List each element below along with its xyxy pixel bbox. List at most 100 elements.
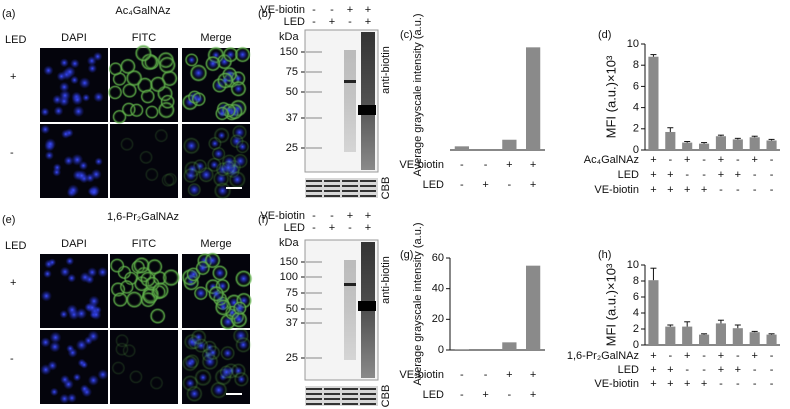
condition-label: Ac₄GalNAz	[584, 154, 639, 166]
condition-sign: -	[460, 159, 464, 171]
panel-label: (g)	[400, 249, 413, 261]
y-tick-label: 6	[633, 291, 639, 303]
condition-sign: +	[684, 154, 690, 166]
cbb-band	[342, 190, 358, 192]
column-header: FITC	[132, 32, 156, 44]
condition-sign: +	[347, 210, 353, 222]
cbb-band	[360, 388, 376, 390]
bar	[526, 47, 541, 151]
cbb-band	[306, 388, 322, 390]
ladder-band	[306, 322, 322, 324]
condition-sign: +	[751, 154, 757, 166]
membrane	[190, 329, 207, 346]
membrane	[211, 146, 226, 162]
ladder-band	[306, 261, 322, 263]
ladder-band	[306, 292, 322, 294]
condition-sign: +	[735, 364, 741, 376]
condition-sign: +	[684, 378, 690, 390]
cbb-strip	[305, 178, 378, 198]
membrane	[162, 268, 181, 287]
cbb-band	[342, 185, 358, 187]
membrane	[108, 61, 123, 77]
membrane	[220, 160, 236, 175]
condition-sign: +	[365, 222, 371, 234]
membrane	[235, 139, 250, 154]
cbb-band	[324, 388, 340, 390]
bar	[715, 136, 726, 150]
band	[358, 105, 376, 115]
cbb-band	[342, 388, 358, 390]
nucleus	[72, 105, 85, 118]
nucleus	[63, 65, 76, 78]
membrane	[219, 364, 234, 380]
condition-sign: -	[668, 350, 672, 362]
condition-sign: -	[753, 364, 757, 376]
condition-label: VE-biotin	[594, 378, 639, 390]
condition-sign: -	[770, 350, 774, 362]
condition-sign: -	[484, 369, 488, 381]
nucleus	[71, 93, 84, 106]
condition-sign: +	[718, 350, 724, 362]
bar	[526, 265, 541, 350]
condition-label: 1,6-Pr₂GalNAz	[567, 350, 639, 362]
smear	[344, 260, 356, 360]
condition-label: VE-biotin	[399, 159, 444, 171]
nucleus	[92, 51, 103, 62]
cbb-band	[360, 403, 376, 405]
nucleus	[49, 341, 61, 353]
cbb-band	[306, 393, 322, 395]
condition-sign: +	[506, 369, 512, 381]
ladder-band	[306, 91, 322, 93]
panel-label: (e)	[2, 214, 15, 226]
membrane	[149, 376, 164, 391]
membrane	[191, 91, 207, 107]
cbb-band	[306, 190, 322, 192]
membrane	[161, 173, 176, 188]
nucleus	[59, 58, 69, 68]
panel-title: Ac₄GalNAz	[115, 5, 170, 17]
y-tick-label: 8	[633, 275, 639, 287]
y-tick-label: 4	[633, 307, 639, 319]
membrane	[207, 285, 225, 303]
condition-sign: +	[684, 184, 690, 196]
membrane	[120, 137, 135, 152]
condition-sign: -	[460, 179, 464, 191]
row-sign: -	[10, 147, 14, 159]
condition-sign: +	[718, 169, 724, 181]
nucleus	[87, 63, 98, 74]
bar	[682, 326, 693, 345]
nucleus	[78, 77, 91, 89]
smear	[344, 50, 356, 152]
membrane	[193, 285, 209, 301]
membrane	[119, 58, 137, 75]
nucleus	[60, 374, 70, 385]
ladder-band	[306, 117, 322, 119]
membrane	[211, 264, 229, 282]
membrane	[187, 182, 202, 197]
condition-sign: +	[329, 222, 335, 234]
condition-sign: -	[770, 364, 774, 376]
nucleus	[81, 93, 91, 102]
condition-label: LED	[423, 179, 444, 191]
marker-label: 25	[286, 352, 298, 364]
condition-sign: +	[667, 169, 673, 181]
column-header: Merge	[200, 238, 231, 250]
row-sign: +	[10, 71, 16, 83]
membrane	[144, 104, 159, 120]
bar	[648, 280, 659, 345]
unit-label: kDa	[279, 31, 299, 43]
bar	[502, 139, 517, 150]
membrane	[111, 361, 126, 376]
condition-label: LED	[284, 16, 305, 28]
y-tick-label: 8	[633, 59, 639, 71]
y-tick-label: 0	[633, 144, 639, 156]
membrane	[121, 82, 138, 99]
smear	[361, 32, 375, 170]
membrane	[158, 56, 177, 74]
cbb-band	[342, 398, 358, 400]
condition-sign: +	[667, 184, 673, 196]
ladder-band	[306, 276, 322, 278]
nucleus	[67, 273, 77, 283]
y-tick-label: 60	[432, 252, 444, 264]
marker-label: 75	[286, 287, 298, 299]
